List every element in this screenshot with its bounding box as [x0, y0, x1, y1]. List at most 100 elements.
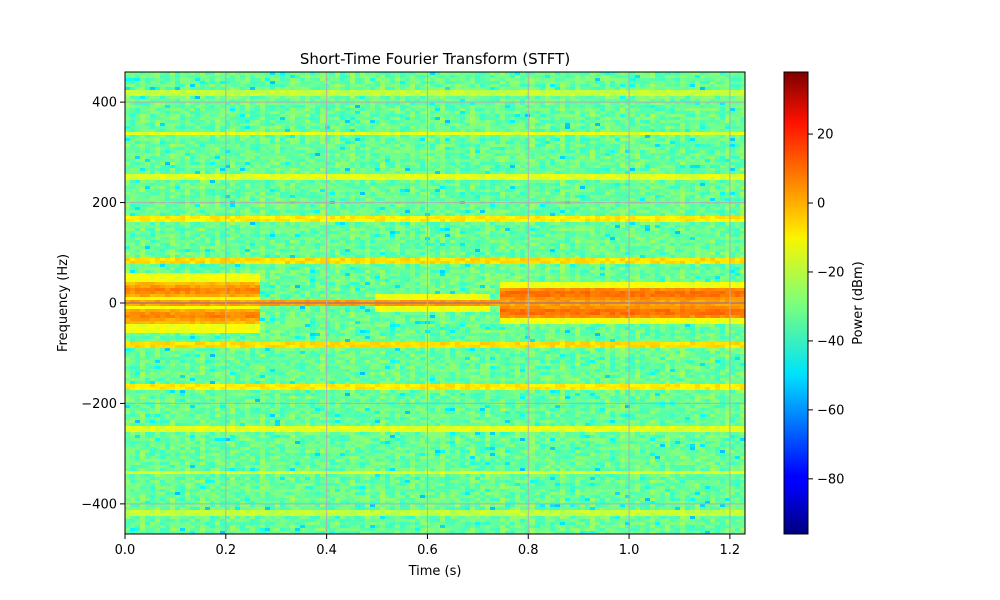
- heatmap-cell: [535, 96, 541, 100]
- heatmap-cell: [360, 120, 366, 124]
- heatmap-cell: [150, 87, 156, 91]
- heatmap-cell: [545, 114, 551, 118]
- heatmap-cell: [155, 81, 161, 85]
- heatmap-cell: [480, 75, 486, 79]
- heatmap-cell: [370, 93, 376, 97]
- heatmap-cell: [500, 72, 506, 76]
- heatmap-cell: [325, 75, 331, 79]
- heatmap-cell: [530, 105, 536, 109]
- heatmap-cell: [275, 90, 281, 94]
- heatmap-cell: [395, 75, 401, 79]
- heatmap-cell: [340, 102, 346, 106]
- heatmap-cell: [500, 105, 506, 109]
- heatmap-cell: [485, 96, 491, 100]
- heatmap-cell: [530, 102, 536, 106]
- heatmap-cell: [230, 99, 236, 103]
- heatmap-cell: [270, 75, 276, 79]
- heatmap-cell: [255, 102, 261, 106]
- heatmap-cell: [535, 93, 541, 97]
- heatmap-cell: [130, 111, 136, 115]
- heatmap-cell: [580, 102, 586, 106]
- heatmap-cell: [585, 102, 591, 106]
- heatmap-cell: [155, 84, 161, 88]
- heatmap-cell: [360, 87, 366, 91]
- heatmap-cell: [370, 75, 376, 79]
- heatmap-cell: [190, 99, 196, 103]
- heatmap-cell: [530, 90, 536, 94]
- heatmap-cell: [455, 81, 461, 85]
- heatmap-cell: [320, 90, 326, 94]
- heatmap-cell: [645, 108, 651, 112]
- heatmap-cell: [205, 81, 211, 85]
- heatmap-cell: [630, 108, 636, 112]
- heatmap-cell: [450, 87, 456, 91]
- heatmap-cell: [415, 117, 421, 121]
- heatmap-cell: [225, 78, 231, 82]
- heatmap-cell: [500, 90, 506, 94]
- heatmap-cell: [140, 81, 146, 85]
- heatmap-cell: [210, 84, 216, 88]
- heatmap-cell: [645, 114, 651, 118]
- heatmap-cell: [725, 90, 731, 94]
- heatmap-cell: [590, 120, 596, 124]
- heatmap-cell: [245, 111, 251, 115]
- heatmap-cell: [315, 114, 321, 118]
- heatmap-cell: [330, 102, 336, 106]
- heatmap-cell: [460, 78, 466, 82]
- heatmap-cell: [320, 111, 326, 115]
- heatmap-cell: [590, 90, 596, 94]
- heatmap-cell: [285, 87, 291, 91]
- heatmap-cell: [575, 117, 581, 121]
- heatmap-cell: [235, 105, 241, 109]
- heatmap-cell: [435, 114, 441, 118]
- heatmap-cell: [140, 120, 146, 124]
- heatmap-cell: [640, 111, 646, 115]
- heatmap-cell: [215, 96, 221, 100]
- heatmap-cell: [495, 87, 501, 91]
- heatmap-cell: [175, 75, 181, 79]
- heatmap-cell: [560, 102, 566, 106]
- heatmap-cell: [470, 117, 476, 121]
- heatmap-cell: [540, 90, 546, 94]
- heatmap-cell: [285, 78, 291, 82]
- heatmap-cell: [135, 111, 141, 115]
- heatmap-cell: [650, 117, 656, 121]
- heatmap-cell: [245, 96, 251, 100]
- heatmap-cell: [380, 96, 386, 100]
- heatmap-cell: [210, 105, 216, 109]
- heatmap-cell: [605, 102, 611, 106]
- heatmap-cell: [310, 75, 316, 79]
- heatmap-cell: [650, 72, 656, 76]
- heatmap-cell: [600, 99, 606, 103]
- heatmap-cell: [300, 111, 306, 115]
- heatmap-cell: [340, 111, 346, 115]
- heatmap-cell: [245, 117, 251, 121]
- heatmap-cell: [505, 114, 511, 118]
- heatmap-cell: [540, 75, 546, 79]
- heatmap-cell: [490, 93, 496, 97]
- heatmap-cell: [585, 84, 591, 88]
- heatmap-cell: [265, 78, 271, 82]
- heatmap-cell: [700, 111, 706, 115]
- heatmap-cell: [675, 108, 681, 112]
- heatmap-cell: [725, 111, 731, 115]
- heatmap-cell: [215, 114, 221, 118]
- heatmap-cell: [620, 105, 626, 109]
- heatmap-cell: [155, 108, 161, 112]
- heatmap-cell: [435, 75, 441, 79]
- heatmap-cell: [585, 120, 591, 124]
- heatmap-cell: [205, 123, 211, 127]
- heatmap-cell: [200, 87, 206, 91]
- heatmap-cell: [145, 108, 151, 112]
- heatmap-cell: [670, 78, 676, 82]
- heatmap-cell: [180, 102, 186, 106]
- heatmap-cell: [430, 114, 436, 118]
- heatmap-cell: [180, 108, 186, 112]
- heatmap-cell: [270, 72, 276, 76]
- heatmap-cell: [455, 75, 461, 79]
- heatmap-cell: [235, 99, 241, 103]
- heatmap-cell: [740, 120, 745, 124]
- heatmap-cell: [390, 108, 396, 112]
- heatmap-cell: [680, 117, 686, 121]
- heatmap-cell: [405, 87, 411, 91]
